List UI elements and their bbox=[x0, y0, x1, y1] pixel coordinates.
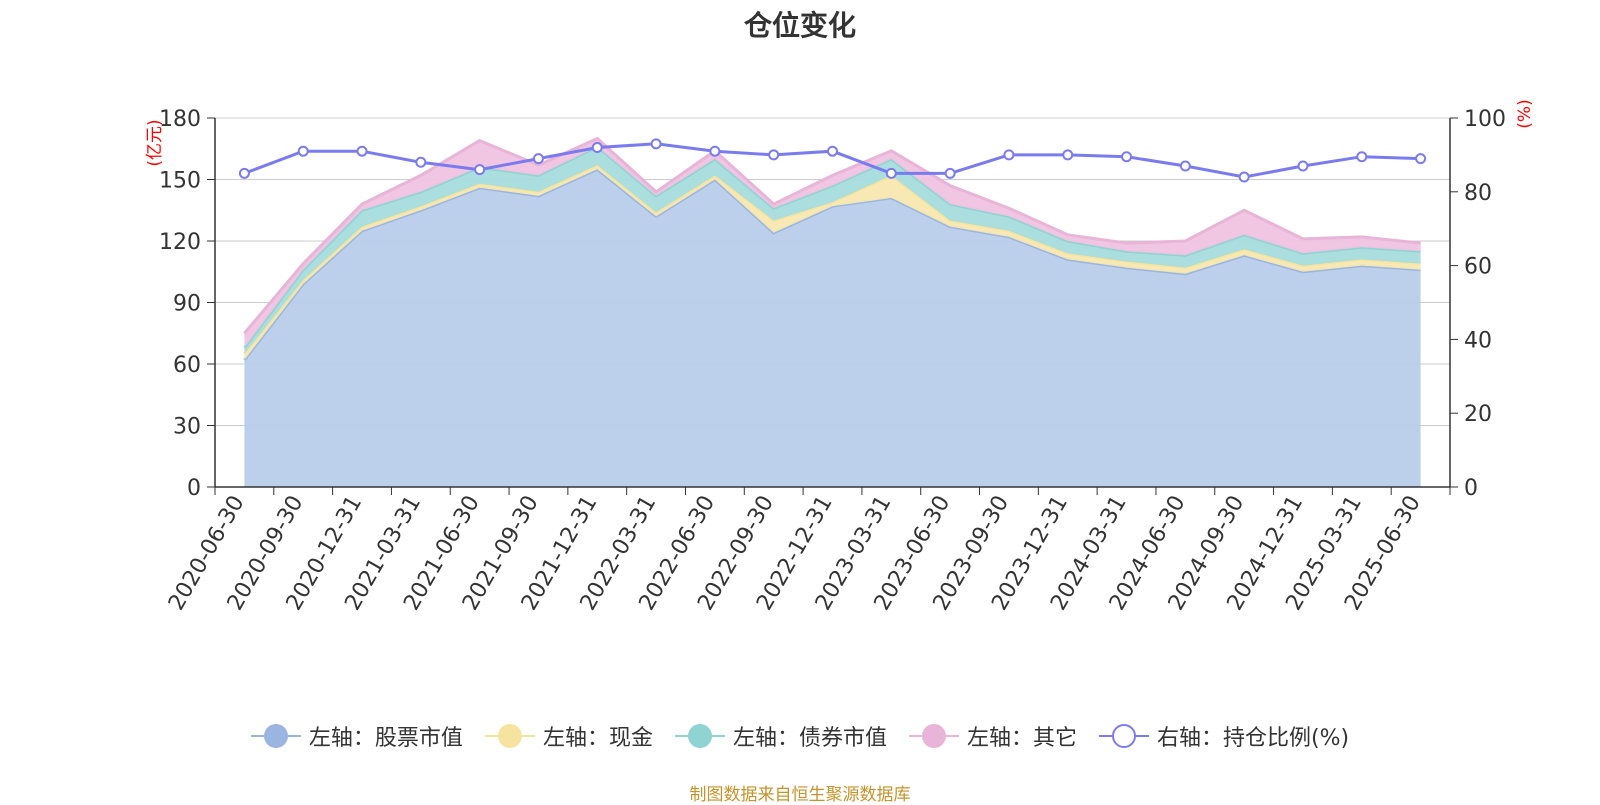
chart-title: 仓位变化 bbox=[743, 9, 856, 42]
right-tick-label: 40 bbox=[1464, 328, 1492, 353]
legend-item[interactable]: 右轴：持仓比例(%) bbox=[1098, 720, 1350, 752]
ratio-point bbox=[1121, 151, 1133, 163]
chart-canvas: 03060901201501800204060801002020-06-3020… bbox=[145, 99, 1535, 614]
ratio-point bbox=[415, 156, 427, 168]
stacked-areas bbox=[243, 136, 1421, 488]
ratio-point bbox=[885, 167, 897, 179]
ratio-point bbox=[1062, 149, 1074, 161]
left-tick-label: 120 bbox=[159, 230, 201, 255]
legend-label: 左轴：现金 bbox=[542, 726, 653, 751]
legend-swatch-icon bbox=[1098, 722, 1149, 750]
ratio-point bbox=[944, 167, 956, 179]
ratio-point bbox=[356, 145, 368, 157]
ratio-point bbox=[768, 149, 780, 161]
ratio-point bbox=[1179, 160, 1191, 172]
legend-item[interactable]: 左轴：股票市值 bbox=[250, 720, 463, 752]
ratio-point bbox=[1356, 151, 1368, 163]
ratio-point bbox=[591, 142, 603, 154]
legend-swatch-icon bbox=[484, 722, 535, 750]
ratio-point bbox=[532, 153, 544, 165]
ratio-point bbox=[1415, 153, 1427, 165]
legend-swatch-icon bbox=[908, 722, 959, 750]
ratio-point bbox=[827, 145, 838, 157]
legend: 左轴：股票市值 左轴：现金 左轴：债券市值 左轴：其它 右轴：持仓比例(%) bbox=[0, 720, 1600, 752]
legend-label: 左轴：债券市值 bbox=[732, 726, 887, 751]
legend-item[interactable]: 左轴：其它 bbox=[908, 720, 1077, 752]
ratio-point bbox=[238, 167, 250, 179]
ratio-line bbox=[238, 138, 1427, 183]
area-左轴：股票市值 bbox=[244, 169, 1421, 488]
ratio-point bbox=[474, 164, 486, 176]
legend-swatch-icon bbox=[674, 722, 725, 750]
area-左轴：债券市值 bbox=[244, 146, 1421, 354]
left-axis-unit: (亿元) bbox=[145, 119, 165, 166]
left-tick-label: 60 bbox=[173, 353, 201, 378]
left-tick-label: 150 bbox=[159, 169, 201, 194]
legend-item[interactable]: 左轴：现金 bbox=[484, 720, 653, 752]
area-左轴：现金 bbox=[244, 165, 1421, 360]
right-tick-label: 60 bbox=[1464, 255, 1492, 280]
right-tick-label: 0 bbox=[1464, 476, 1478, 501]
area-左轴：其它 bbox=[244, 138, 1421, 348]
ratio-point bbox=[650, 138, 662, 150]
ratio-point bbox=[1297, 160, 1309, 172]
ratio-point bbox=[297, 145, 309, 157]
left-tick-label: 90 bbox=[173, 292, 201, 317]
right-tick-label: 20 bbox=[1464, 402, 1492, 427]
left-tick-label: 30 bbox=[173, 415, 201, 440]
legend-item[interactable]: 左轴：债券市值 bbox=[674, 720, 887, 752]
source-note: 制图数据来自恒生聚源数据库 bbox=[689, 785, 911, 805]
legend-label: 右轴：持仓比例(%) bbox=[1156, 726, 1350, 751]
legend-swatch-icon bbox=[250, 722, 301, 750]
right-tick-label: 100 bbox=[1464, 107, 1506, 132]
ratio-point bbox=[709, 145, 721, 157]
legend-label: 左轴：其它 bbox=[966, 726, 1077, 751]
ratio-point bbox=[1238, 171, 1250, 183]
legend-label: 左轴：股票市值 bbox=[308, 726, 463, 751]
left-tick-label: 180 bbox=[159, 107, 201, 132]
right-tick-label: 80 bbox=[1464, 181, 1492, 206]
ratio-point bbox=[1003, 149, 1015, 161]
right-axis-unit: (%) bbox=[1515, 99, 1535, 128]
left-tick-label: 0 bbox=[187, 476, 201, 501]
